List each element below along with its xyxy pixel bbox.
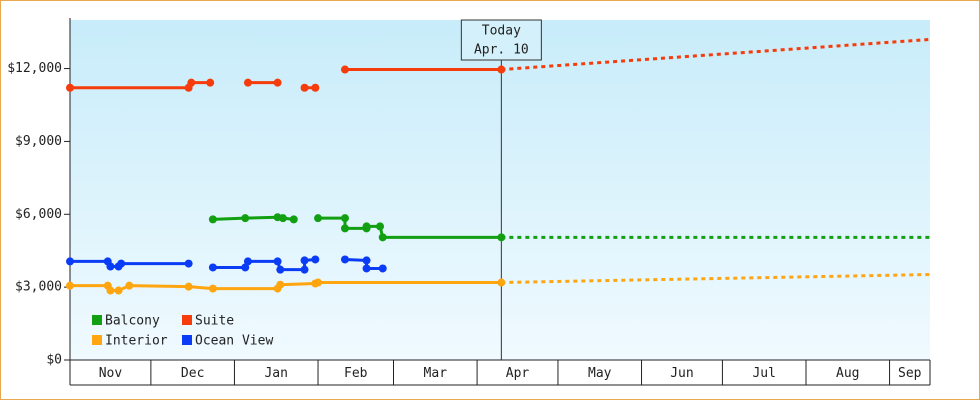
data-point	[300, 265, 309, 274]
data-point	[125, 281, 134, 290]
data-point	[66, 257, 74, 266]
y-tick-label: $0	[46, 353, 62, 368]
data-point	[187, 78, 196, 87]
data-point	[278, 214, 287, 223]
x-tick-label: Apr	[506, 366, 530, 381]
data-point	[300, 83, 309, 92]
x-tick-label: Aug	[836, 366, 859, 381]
data-point	[314, 278, 323, 287]
data-point	[497, 278, 506, 287]
data-point	[340, 255, 349, 264]
y-tick-label: $6,000	[15, 207, 62, 222]
data-point	[66, 83, 74, 92]
x-tick-label: Jul	[752, 366, 775, 381]
data-point	[117, 259, 126, 268]
x-tick-label: Feb	[344, 366, 368, 381]
data-point	[376, 222, 385, 231]
data-point	[311, 255, 320, 264]
data-point	[362, 256, 371, 265]
data-point	[289, 215, 298, 224]
legend-swatch	[182, 315, 192, 325]
x-tick-label: Jan	[264, 366, 287, 381]
data-point	[276, 280, 285, 289]
data-point	[378, 233, 387, 242]
x-tick-label: May	[588, 366, 612, 381]
legend-label: Balcony	[105, 314, 160, 329]
data-point	[276, 265, 285, 274]
data-point	[340, 214, 349, 223]
data-point	[243, 257, 252, 266]
data-point	[273, 78, 282, 87]
today-label: Today	[482, 24, 521, 39]
x-tick-label: Dec	[181, 366, 204, 381]
data-point	[208, 215, 217, 224]
data-point	[300, 256, 309, 265]
x-tick-label: Jun	[670, 366, 693, 381]
today-box	[460, 19, 542, 61]
legend-label: Suite	[195, 314, 234, 329]
legend-swatch	[92, 335, 102, 345]
data-point	[206, 78, 215, 87]
data-point	[114, 286, 123, 295]
data-point	[311, 83, 320, 92]
legend-label: Ocean View	[195, 334, 273, 349]
data-point	[362, 222, 371, 231]
legend-swatch	[92, 315, 102, 325]
plot-area	[70, 20, 930, 360]
legend-label: Interior	[105, 334, 168, 349]
data-point	[497, 233, 506, 242]
data-point	[362, 264, 371, 273]
data-point	[314, 214, 323, 223]
data-point	[184, 259, 193, 268]
data-point	[106, 286, 115, 295]
x-tick-label: Nov	[99, 366, 123, 381]
x-tick-label: Sep	[898, 366, 922, 381]
data-point	[208, 263, 217, 272]
today-date: Apr. 10	[474, 43, 529, 58]
data-point	[243, 78, 252, 87]
data-point	[340, 65, 349, 74]
data-point	[340, 224, 349, 233]
data-point	[273, 257, 282, 266]
data-point	[241, 263, 250, 272]
y-tick-label: $3,000	[15, 280, 62, 295]
x-tick-label: Mar	[424, 366, 448, 381]
data-point	[378, 264, 387, 273]
data-point	[497, 65, 506, 74]
data-point	[106, 262, 115, 271]
y-tick-label: $9,000	[15, 134, 62, 149]
data-point	[241, 214, 250, 223]
data-point	[184, 282, 193, 291]
legend-swatch	[182, 335, 192, 345]
data-point	[66, 281, 74, 290]
y-tick-label: $12,000	[7, 61, 62, 76]
data-point	[208, 284, 217, 293]
